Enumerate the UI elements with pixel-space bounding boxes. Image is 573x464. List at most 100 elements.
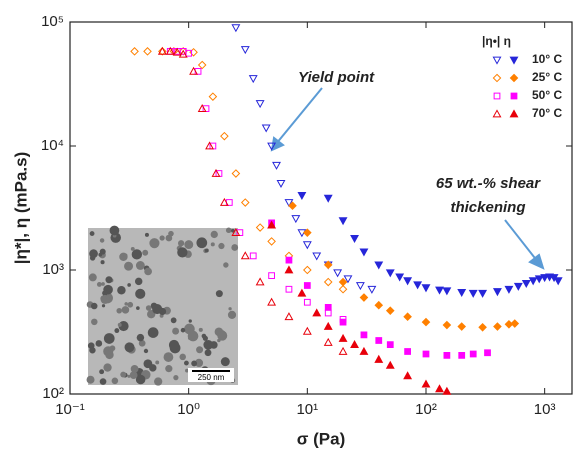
data-point <box>323 337 333 346</box>
particle <box>214 327 224 337</box>
data-point <box>285 256 293 264</box>
particle <box>191 360 198 367</box>
plot-frame <box>69 21 573 395</box>
data-point <box>197 60 207 70</box>
data-point <box>272 161 281 170</box>
particle <box>144 232 149 237</box>
y-tick-label: 10⁴ <box>41 137 64 154</box>
particle <box>100 260 105 265</box>
particle <box>220 357 230 367</box>
particle <box>138 339 146 347</box>
legend-label: 10° C <box>532 52 562 66</box>
particle <box>124 302 128 306</box>
data-point <box>255 277 265 286</box>
data-point <box>403 312 412 322</box>
particle <box>116 307 122 314</box>
legend-label: 70° C <box>532 106 562 120</box>
arrow <box>504 219 539 263</box>
data-point <box>172 47 182 56</box>
data-point <box>367 285 377 294</box>
particle <box>210 230 218 239</box>
particle <box>135 288 146 299</box>
particle <box>155 360 160 365</box>
x-tick-label: 10⁰ <box>177 401 200 418</box>
data-point <box>374 354 384 363</box>
data-point <box>303 228 312 237</box>
data-point <box>157 46 167 55</box>
data-point <box>343 275 353 284</box>
data-point <box>285 285 293 293</box>
particle <box>149 364 157 372</box>
data-point <box>360 331 368 339</box>
data-point <box>442 287 452 296</box>
data-point <box>231 24 241 33</box>
data-point <box>338 346 348 355</box>
particle <box>142 249 149 256</box>
particle <box>170 317 177 324</box>
data-point <box>468 289 478 298</box>
data-point <box>312 308 322 317</box>
y-tick-label: 10² <box>42 385 64 402</box>
y-axis-title: |η*|, η (mPa.s) <box>11 152 30 264</box>
particle <box>88 273 97 282</box>
data-point <box>521 280 531 289</box>
data-point <box>355 282 365 291</box>
data-point <box>540 274 550 283</box>
data-point <box>202 105 210 113</box>
particle <box>168 339 180 351</box>
data-point <box>528 277 538 286</box>
data-point <box>220 131 229 141</box>
data-point <box>421 379 431 388</box>
data-point <box>323 260 333 270</box>
data-point <box>284 199 294 208</box>
data-point <box>240 198 250 207</box>
legend-marker <box>493 92 501 100</box>
data-point <box>458 351 466 359</box>
data-point <box>267 237 276 246</box>
data-point <box>158 47 167 56</box>
particle <box>198 327 203 332</box>
data-point <box>209 142 217 150</box>
y-tick-label: 10⁵ <box>41 13 64 30</box>
particle <box>184 240 194 250</box>
data-point <box>395 273 405 282</box>
data-point <box>215 170 223 177</box>
particle <box>111 377 119 385</box>
particle <box>114 328 120 334</box>
data-point <box>267 142 277 151</box>
particle <box>196 237 208 249</box>
legend-label: 50° C <box>532 88 562 102</box>
data-point <box>130 47 139 56</box>
x-tick-label: 10² <box>415 401 437 418</box>
particle <box>136 306 140 310</box>
inset-image <box>88 228 238 385</box>
data-point <box>403 277 413 286</box>
data-point <box>484 349 491 357</box>
data-point <box>510 319 520 328</box>
data-point <box>374 261 384 270</box>
data-point <box>194 67 202 75</box>
data-point <box>249 252 257 260</box>
particle <box>177 247 188 258</box>
arrows <box>270 87 545 270</box>
data-point <box>534 275 544 284</box>
data-point <box>386 341 394 349</box>
data-point <box>205 141 215 150</box>
legend-label: 25° C <box>532 70 562 84</box>
data-point <box>339 318 347 326</box>
arrow-head <box>528 253 545 270</box>
particle <box>127 374 131 378</box>
particle <box>152 303 163 315</box>
data-point <box>240 251 250 260</box>
data-point <box>421 284 431 293</box>
annotation: 65 wt.-% shear <box>436 175 541 192</box>
data-point <box>267 297 277 306</box>
data-point <box>302 326 312 335</box>
particle <box>101 304 106 308</box>
data-point <box>359 248 369 257</box>
particle <box>173 375 179 381</box>
particle <box>105 276 113 284</box>
data-point <box>385 269 395 278</box>
particle <box>117 322 122 327</box>
